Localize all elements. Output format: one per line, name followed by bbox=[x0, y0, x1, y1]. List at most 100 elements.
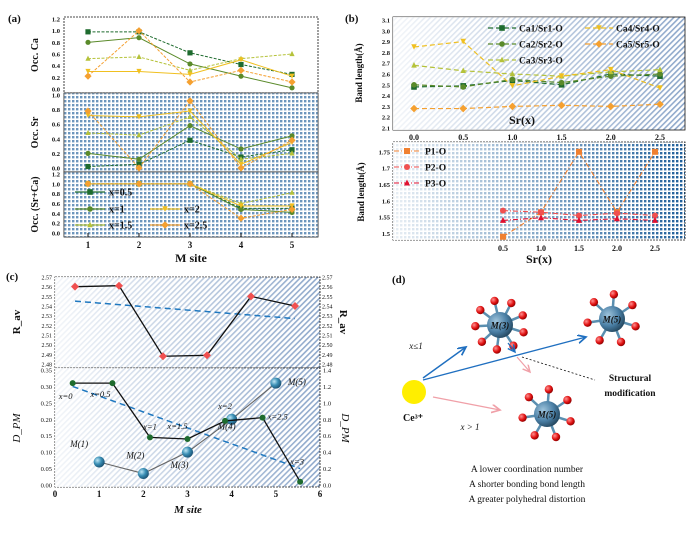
legend-label: Ca2/Sr2-O bbox=[519, 41, 563, 51]
data-point bbox=[614, 215, 620, 222]
data-point bbox=[509, 83, 516, 89]
caption-line: A greater polyhedral distortion bbox=[469, 495, 586, 505]
data-point bbox=[84, 180, 92, 188]
y-tick-label: 2.55 bbox=[42, 295, 53, 301]
caption-line: A shorter bonding bond length bbox=[469, 480, 585, 490]
site-label: M(2) bbox=[125, 451, 144, 461]
data-point bbox=[576, 212, 582, 219]
metal-atom bbox=[599, 306, 625, 332]
y-tick-label: 0.25 bbox=[41, 400, 52, 407]
y-tick-label: 2.53 bbox=[42, 314, 53, 320]
y-tick-label: 0.8 bbox=[52, 191, 61, 198]
composition-label: x=2.5 bbox=[267, 412, 288, 422]
data-point bbox=[109, 380, 116, 387]
x-tick-label: 5 bbox=[290, 240, 295, 250]
data-point bbox=[238, 61, 244, 68]
y-tick-label: 2.56 bbox=[42, 285, 53, 291]
oxygen-atom bbox=[595, 336, 604, 345]
ce-label: Ce³⁺ bbox=[403, 413, 423, 424]
legend-marker bbox=[404, 164, 410, 170]
legend-label: Ca1/Sr1-O bbox=[519, 25, 563, 35]
y2-tick-label: 2.57 bbox=[322, 276, 333, 282]
data-point bbox=[576, 216, 582, 223]
trend-line bbox=[74, 300, 296, 320]
caption-line: A lower coordination number bbox=[471, 465, 584, 475]
note-line1: Structural bbox=[609, 374, 652, 384]
data-point bbox=[558, 79, 565, 86]
data-point bbox=[238, 203, 244, 209]
y2-tick-label: 0.4 bbox=[323, 450, 332, 457]
data-point bbox=[509, 76, 516, 83]
oxygen-atom bbox=[583, 318, 592, 327]
data-point bbox=[238, 73, 244, 79]
y-tick-label: 2.8 bbox=[382, 50, 391, 57]
x-tick-label: 1 bbox=[86, 240, 91, 250]
arrow-to-m3 bbox=[422, 347, 466, 379]
data-point bbox=[247, 292, 255, 301]
site-label: M(1) bbox=[69, 439, 88, 449]
y-tick-label: 0.0 bbox=[52, 87, 60, 94]
y-tick-label: 1.5 bbox=[382, 231, 391, 238]
y-tick-label: 0.4 bbox=[52, 211, 61, 218]
data-point bbox=[187, 61, 193, 67]
data-point bbox=[238, 57, 244, 63]
x-tick-label: 1.5 bbox=[557, 133, 567, 142]
y2-tick-label: 2.51 bbox=[322, 334, 333, 340]
x-tick-label: 4 bbox=[229, 489, 234, 499]
y-axis-label: Occ. Ca bbox=[30, 38, 41, 72]
polyhedron-m5-bottom bbox=[518, 385, 575, 442]
oxygen-atom bbox=[518, 311, 527, 320]
y2-tick-label: 2.49 bbox=[322, 353, 333, 359]
composition-label: x=0.5 bbox=[89, 389, 110, 399]
x-tick-label: 2.0 bbox=[606, 133, 616, 142]
legend-marker bbox=[87, 221, 93, 228]
metal-label: M(5) bbox=[537, 410, 557, 420]
data-point bbox=[411, 82, 417, 88]
data-point bbox=[237, 66, 245, 74]
data-point bbox=[657, 71, 663, 77]
composition-label: x=2 bbox=[217, 401, 233, 411]
oxygen-atom bbox=[471, 322, 480, 331]
data-point bbox=[187, 137, 193, 143]
data-point bbox=[289, 73, 295, 79]
legend-marker bbox=[499, 25, 505, 31]
data-point bbox=[508, 102, 517, 111]
series-line bbox=[87, 100, 293, 169]
composition-label: x=1 bbox=[142, 421, 157, 431]
polyhedron-m5-top bbox=[583, 290, 640, 347]
data-point bbox=[85, 150, 91, 156]
data-point bbox=[186, 78, 194, 86]
data-point bbox=[71, 282, 79, 291]
y-tick-label: 1.0 bbox=[52, 181, 60, 188]
oxygen-atom bbox=[616, 337, 626, 347]
data-point bbox=[289, 50, 295, 57]
y-tick-label: 0.10 bbox=[41, 450, 52, 457]
y2-tick-label: 0.6 bbox=[323, 433, 332, 440]
legend-marker bbox=[161, 221, 169, 229]
data-point bbox=[460, 84, 467, 90]
y-tick-label: 2.7 bbox=[382, 61, 391, 68]
x-axis-label: Sr(x) bbox=[526, 252, 552, 266]
y-tick-label: 2.57 bbox=[42, 276, 53, 282]
y-tick-label: 0.4 bbox=[52, 63, 61, 70]
x-tick-label: 5 bbox=[274, 489, 279, 499]
legend-label: x=1.5 bbox=[109, 221, 132, 232]
data-point bbox=[288, 78, 296, 86]
y-tick-label: 0.4 bbox=[52, 136, 61, 143]
data-point bbox=[652, 216, 658, 223]
x-tick-label: 6 bbox=[318, 489, 323, 499]
oxygen-atom bbox=[563, 395, 572, 405]
data-point bbox=[410, 104, 418, 113]
data-point bbox=[136, 161, 142, 167]
series-line bbox=[413, 64, 661, 77]
y-tick-label: 1.6 bbox=[382, 198, 391, 205]
note-line2: modification bbox=[604, 389, 656, 399]
y-tick-label: 2.51 bbox=[42, 334, 53, 340]
x-axis-label: Sr(x) bbox=[509, 113, 535, 127]
data-point bbox=[84, 72, 92, 80]
data-point bbox=[289, 133, 295, 139]
legend-label: Ca3/Sr3-O bbox=[519, 57, 563, 67]
y-tick-label: 2.5 bbox=[382, 82, 391, 89]
metal-label: M(5) bbox=[602, 315, 622, 325]
data-point bbox=[614, 210, 620, 217]
